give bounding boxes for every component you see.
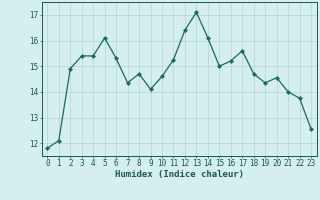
X-axis label: Humidex (Indice chaleur): Humidex (Indice chaleur) bbox=[115, 170, 244, 179]
